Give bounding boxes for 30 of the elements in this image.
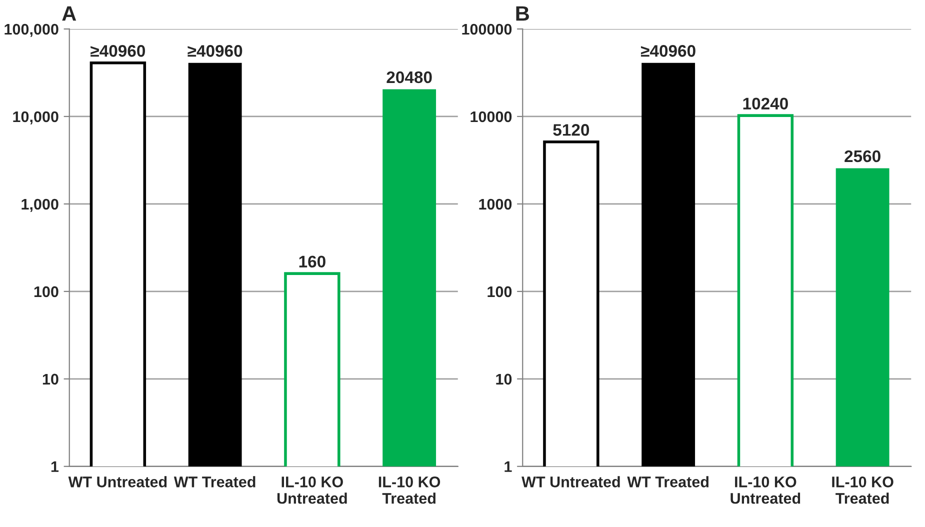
x-tick-label: WT Untreated [522, 476, 620, 488]
data-label: 160 [299, 256, 326, 268]
y-tick-label: 1000 [479, 198, 512, 210]
y-tick-label: 10 [496, 374, 512, 385]
y-tick-label: 100 [488, 286, 512, 298]
y-tick-label: 10,000 [13, 111, 58, 124]
y-tick-label: 10000 [470, 111, 512, 122]
data-label: ≥40960 [188, 45, 242, 57]
chart-title: B [516, 6, 529, 21]
y-tick-label: 10 [42, 374, 58, 385]
y-tick-label: 1 [51, 461, 59, 472]
y-tick-label: 100 [34, 286, 58, 298]
data-label: 5120 [553, 124, 590, 136]
y-tick-label: 100000 [462, 24, 512, 35]
x-tick-label: WT Treated [174, 476, 256, 488]
x-tick-label: IL-10 KO Treated [832, 476, 894, 504]
x-tick-label: WT Treated [627, 476, 708, 488]
y-tick-label: 1,000 [22, 198, 58, 212]
data-label: ≥40960 [90, 45, 146, 57]
data-label: 2560 [844, 150, 880, 162]
data-label: 10240 [743, 98, 788, 110]
y-tick-label: 100,000 [4, 24, 58, 37]
x-tick-label: WT Untreated [68, 476, 167, 488]
y-tick-label: 1 [504, 461, 512, 472]
x-tick-label: IL-10 KO Untreated [277, 476, 347, 504]
chart-title: A [62, 6, 76, 21]
data-label: 20480 [386, 71, 432, 84]
data-label: ≥40960 [640, 45, 696, 57]
x-tick-label: IL-10 KO Untreated [730, 476, 800, 504]
x-tick-label: IL-10 KO Treated [378, 476, 440, 504]
